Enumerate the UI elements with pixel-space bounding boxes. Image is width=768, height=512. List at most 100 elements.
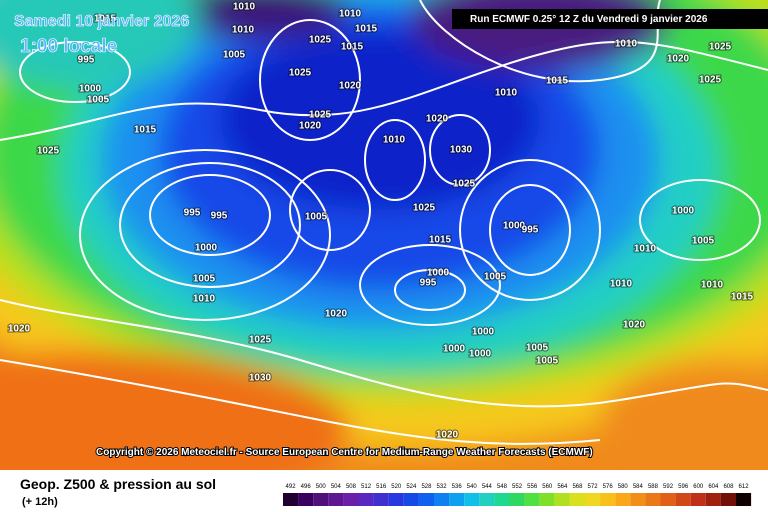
isobar-label: 1030 [249, 373, 272, 384]
isobar-label: 1010 [701, 280, 724, 291]
isobar-label: 1015 [355, 24, 378, 35]
scale-label: 580 [618, 484, 629, 490]
isobar-label: 1025 [453, 179, 476, 190]
isobar-label: 1025 [309, 35, 332, 46]
isobar-label: 1000 [195, 243, 218, 254]
scale-label: 532 [437, 484, 448, 490]
scale-label: 612 [739, 484, 750, 490]
scale-label: 492 [286, 484, 297, 490]
isobar-label: 1005 [484, 272, 507, 283]
isobar-label: 1015 [546, 76, 569, 87]
scale-swatch [328, 493, 344, 506]
scale-swatch [403, 493, 419, 506]
scale-label: 516 [376, 484, 387, 490]
scale-swatch [358, 493, 374, 506]
isobar-label: 1020 [623, 320, 646, 331]
scale-swatch [600, 493, 616, 506]
isobar-label: 1010 [610, 279, 633, 290]
scale-swatch [720, 493, 736, 506]
isobar-label: 1005 [87, 95, 110, 106]
map-time: 1:00 locale [20, 36, 117, 57]
scale-swatch [660, 493, 676, 506]
isobar-label: 1020 [436, 430, 459, 441]
scale-label: 520 [391, 484, 402, 490]
scale-label: 496 [301, 484, 312, 490]
scale-swatch [645, 493, 661, 506]
scale-swatch [343, 493, 359, 506]
isobar-label: 1005 [223, 50, 246, 61]
isobar-label: 1020 [667, 54, 690, 65]
run-banner [452, 9, 768, 29]
scale-label: 556 [527, 484, 538, 490]
isobar-label: 1020 [325, 309, 348, 320]
isobar-label: 1005 [305, 212, 328, 223]
scale-swatch [373, 493, 389, 506]
color-scale: 492 496 500 504 508 512 516 520 524 528 532 536 540 5… [283, 484, 752, 506]
scale-label: 552 [512, 484, 523, 490]
scale-swatch [434, 493, 450, 506]
isobar-label: 1005 [193, 274, 216, 285]
map-date: Samedi 10 janvier 2026 [14, 13, 189, 30]
scale-swatch [388, 493, 404, 506]
scale-label: 512 [361, 484, 372, 490]
scale-swatch [313, 493, 329, 506]
run-info: Run ECMWF 0.25° 12 Z du Vendredi 9 janvi… [470, 14, 708, 25]
scale-label: 564 [557, 484, 568, 490]
isobar-label: 1015 [731, 292, 754, 303]
scale-swatch [539, 493, 555, 506]
isobar-label: 995 [211, 211, 228, 222]
isobar-label: 1000 [503, 221, 526, 232]
scale-swatch [494, 493, 510, 506]
scale-label: 504 [331, 484, 342, 490]
copyright: Copyright © 2026 Meteociel.fr - Source E… [96, 447, 593, 458]
scale-swatch [705, 493, 721, 506]
isobar-label: 1010 [233, 2, 256, 13]
isobar-label: 1010 [615, 39, 638, 50]
scale-label: 524 [406, 484, 417, 490]
footer-lead: (+ 12h) [22, 496, 58, 508]
scale-label: 584 [633, 484, 644, 490]
scale-label: 572 [588, 484, 599, 490]
isobar-label: 1015 [341, 42, 364, 53]
isobar-label: 1025 [709, 42, 732, 53]
scale-label: 608 [723, 484, 734, 490]
scale-label: 592 [663, 484, 674, 490]
isobar-label: 1015 [429, 235, 452, 246]
isobar-label: 1010 [232, 25, 255, 36]
scale-label: 548 [497, 484, 508, 490]
isobar-label: 1010 [339, 9, 362, 20]
isobar-label: 1000 [472, 327, 495, 338]
scale-swatch [479, 493, 495, 506]
isobar-label: 1025 [413, 203, 436, 214]
scale-swatch [690, 493, 706, 506]
scale-swatch [736, 493, 752, 506]
scale-label: 508 [346, 484, 357, 490]
scale-label: 568 [572, 484, 583, 490]
isobar-label: 1000 [427, 268, 450, 279]
scale-label: 528 [421, 484, 432, 490]
scale-swatch [418, 493, 434, 506]
isobar-label: 1015 [134, 125, 157, 136]
isobar-label: 1000 [672, 206, 695, 217]
isobar-label: 995 [184, 208, 201, 219]
footer-title: Geop. Z500 & pression au sol [20, 476, 216, 492]
isobar-label: 1010 [634, 244, 657, 255]
isobar-label: 1025 [37, 146, 60, 157]
scale-swatch [615, 493, 631, 506]
isobar-label: 1020 [426, 114, 449, 125]
isobar-label: 1005 [526, 343, 549, 354]
isobar-label: 1025 [249, 335, 272, 346]
scale-label: 560 [542, 484, 553, 490]
scale-label: 536 [452, 484, 463, 490]
isobar-label: 1015 [94, 14, 117, 25]
scale-label: 576 [603, 484, 614, 490]
scale-swatch [509, 493, 525, 506]
scale-swatch [464, 493, 480, 506]
isobar-label: 1010 [193, 294, 216, 305]
isobar-label: 1025 [309, 110, 332, 121]
isobar-label: 1020 [299, 121, 322, 132]
scale-swatch [554, 493, 570, 506]
isobar-label: 995 [522, 225, 539, 236]
